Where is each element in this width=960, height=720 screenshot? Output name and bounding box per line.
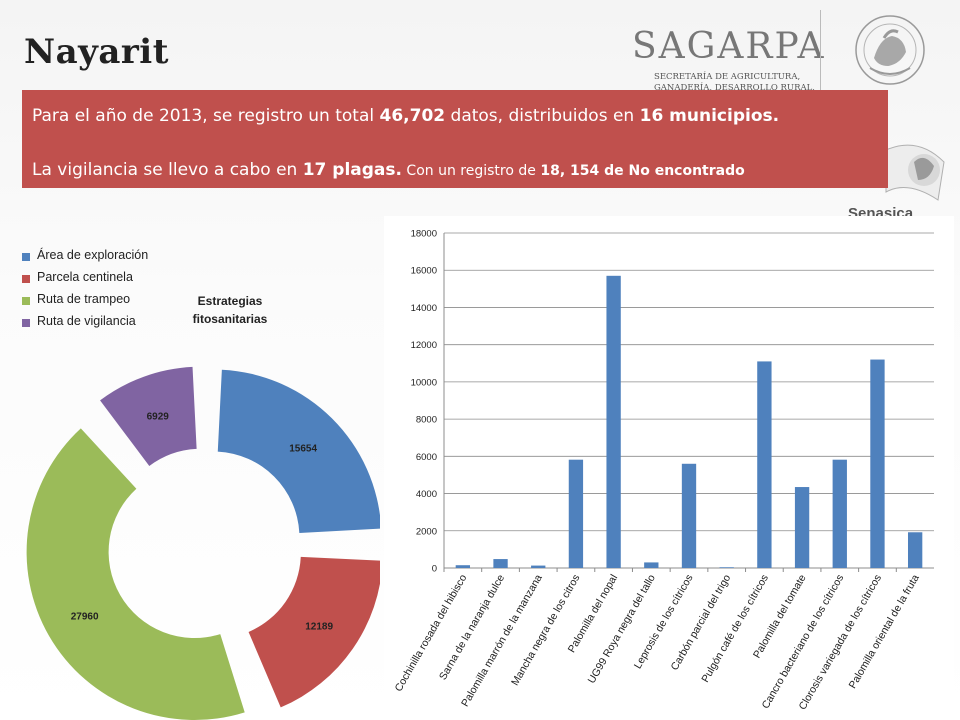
summary-line-1: Para el año de 2013, se registro un tota… [32,106,779,126]
sagarpa-subtitle-line1: SECRETARÍA DE AGRICULTURA, [654,72,801,82]
y-tick-label: 14000 [411,303,437,314]
y-tick-label: 16000 [411,266,437,277]
x-tick-label: Sarna de la naranja dulce [437,572,507,682]
y-tick-label: 8000 [416,415,437,426]
bar [832,459,847,568]
bar-chart: 0 2000 4000 6000 8000 10000 12000 14000 16000 180… [393,229,934,712]
y-tick-label: 2000 [416,526,437,537]
bar [757,361,772,568]
bar [907,532,923,568]
summary-line-2-part-c: Con un registro de [401,163,541,179]
summary-line-2-part-a: La vigilancia se llevo a cabo en [32,160,303,180]
bar [644,562,659,568]
bar [606,275,621,568]
x-tick-label: UG99 Roya negra del tallo [586,572,658,685]
legend-label: Ruta de trampeo [37,292,131,306]
summary-banner: Para el año de 2013, se registro un tota… [22,90,888,188]
donut-chart-title: Estrategias fitosanitarias [170,292,290,328]
y-tick-label: 6000 [416,452,437,463]
summary-line-1-part-a: Para el año de 2013, se registro un tota… [32,106,380,126]
donut-slice-value: 27960 [71,611,99,622]
donut-slice [248,556,380,708]
sagarpa-logo-text: SAGARPA [632,26,826,67]
donut-slice [100,366,197,466]
bar [681,463,697,568]
legend-label: Parcela centinela [37,270,133,284]
bar-chart-panel [384,216,954,720]
legend-swatch [22,297,30,305]
bar [568,459,584,568]
donut-chart: 15654 12189 27960 6929 [26,366,380,720]
summary-line-2: La vigilancia se llevo a cabo en 17 plag… [32,160,745,180]
legend-swatch [22,319,30,327]
y-tick-label: 10000 [411,377,437,388]
bar [493,559,508,568]
x-tick-label: Palomilla oriental de la fruta [847,572,922,690]
donut-slice [26,428,245,720]
summary-line-1-part-c: datos, distribuidos en [445,106,640,126]
x-tick-label: Cochinilla rosada del hibisco [393,572,470,693]
total-records-value: 46,702 [379,106,446,126]
donut-slice-value: 15654 [289,444,317,455]
donut-title-line2: fitosanitarias [192,312,268,326]
donut-slice [217,369,380,533]
sagarpa-logo-subtitle: SECRETARÍA DE AGRICULTURA, GANADERÍA, DE… [654,72,815,94]
y-tick-label: 12000 [411,340,437,351]
senasica-logo [885,144,945,201]
y-tick-label: 4000 [416,489,437,500]
x-tick-label: Mancha negra de los citros [509,573,582,688]
not-found-value: 18, 154 de No encontrado [540,163,745,179]
legend-swatch [22,275,30,283]
municipalities-value: 16 municipios. [639,106,780,126]
bar [794,487,810,568]
legend-label: Ruta de vigilancia [37,314,136,328]
x-tick-label: Pulgón café de los cítricos [699,573,771,685]
header-divider [820,10,821,90]
legend-label: Área de exploración [37,248,149,262]
pests-value: 17 plagas. [302,160,402,180]
page-title: Nayarit [24,32,169,72]
donut-slice-value: 12189 [305,621,333,632]
bar [531,565,546,568]
legend-swatch [22,253,30,261]
donut-slice-value: 6929 [147,411,170,422]
bar [455,565,471,568]
sagarpa-subtitle-line2: GANADERÍA, DESARROLLO RURAL, [654,83,815,93]
bar [719,567,734,568]
sagarpa-logo: SAGARPA SECRETARÍA DE AGRICULTURA, GANAD… [632,20,823,100]
y-tick-label: 0 [432,564,437,575]
coat-of-arms-seal [855,15,925,85]
bar [870,359,885,568]
y-tick-label: 18000 [411,229,437,240]
donut-title-line1: Estrategias [197,294,263,308]
